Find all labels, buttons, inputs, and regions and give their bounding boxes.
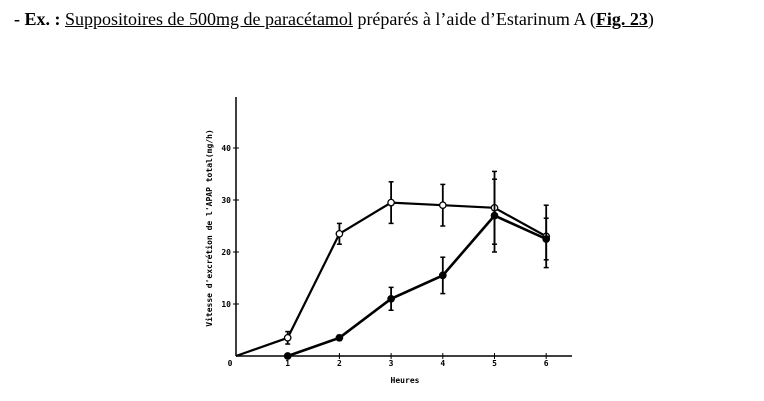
y-tick-label: 10 (221, 300, 231, 309)
caption-prefix: - Ex. : (14, 9, 61, 29)
data-point-filled (490, 211, 499, 220)
data-point-filled (438, 271, 447, 280)
x-tick-label: 4 (440, 359, 445, 368)
data-point-filled (542, 235, 551, 243)
data-point-open (283, 333, 292, 342)
caption-suffix: ) (647, 9, 654, 29)
data-point-filled (387, 294, 395, 303)
x-tick-label: 6 (544, 359, 549, 368)
y-tick-label: 30 (221, 196, 231, 205)
y-tick-label: 20 (221, 248, 231, 257)
data-point-open (438, 201, 447, 210)
data-point-open (387, 198, 395, 207)
x-tick-label: 5 (492, 359, 497, 368)
data-point-filled (283, 352, 292, 360)
x-tick-label: 0 (228, 359, 233, 368)
caption-middle: préparés à l’aide d’Estarinum A ( (352, 9, 596, 29)
y-axis-label: Vitesse d'excrétion de l'APAP total(mg/h… (204, 129, 214, 326)
y-tick-label: 40 (221, 144, 231, 153)
figure-reference: Fig. 23 (595, 9, 648, 29)
data-point-filled (335, 333, 344, 342)
x-tick-label: 3 (389, 359, 394, 368)
caption-title: Suppositoires de 500mg de paracétamol (65, 9, 353, 29)
x-axis-label: Heures (391, 376, 420, 385)
series-line-open (235, 201, 547, 358)
x-tick-label: 2 (337, 359, 342, 368)
series-line-filled (287, 214, 547, 358)
data-point-open (335, 229, 344, 238)
caption: - Ex. : Suppositoires de 500mg de paracé… (14, 6, 754, 32)
x-tick-label: 1 (285, 359, 290, 368)
